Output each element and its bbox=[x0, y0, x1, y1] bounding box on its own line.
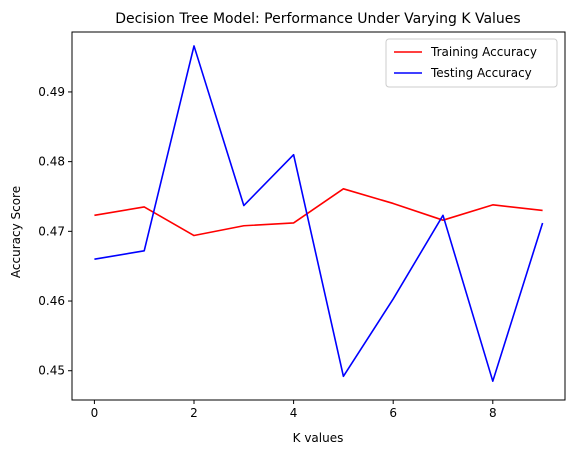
legend-label-training-accuracy: Training Accuracy bbox=[430, 45, 537, 59]
y-tick-label: 0.45 bbox=[38, 364, 65, 378]
legend-box bbox=[385, 38, 558, 88]
chart-title: Decision Tree Model: Performance Under V… bbox=[115, 11, 520, 27]
y-tick-label: 0.49 bbox=[38, 85, 65, 99]
y-axis-label: Accuracy Score bbox=[9, 186, 23, 278]
x-tick-label: 2 bbox=[190, 406, 198, 420]
x-axis-label: K values bbox=[293, 431, 344, 445]
x-tick-label: 0 bbox=[91, 406, 99, 420]
y-tick-label: 0.46 bbox=[38, 294, 65, 308]
x-tick-label: 4 bbox=[290, 406, 298, 420]
legend-label-testing-accuracy: Testing Accuracy bbox=[430, 66, 532, 80]
series-line-training-accuracy bbox=[94, 188, 543, 237]
x-tick-label: 6 bbox=[389, 406, 397, 420]
y-tick-label: 0.47 bbox=[38, 224, 65, 238]
y-tick-label: 0.48 bbox=[38, 155, 65, 169]
legend: Training Accuracy Testing Accuracy bbox=[385, 38, 558, 88]
plot-frame bbox=[71, 31, 566, 401]
series-layer bbox=[94, 45, 544, 382]
x-tick-label: 8 bbox=[489, 406, 497, 420]
series-line-testing-accuracy bbox=[94, 45, 544, 382]
axes: 0 2 4 6 8 0.45 0.46 0.47 0.48 0.49 bbox=[38, 31, 566, 420]
